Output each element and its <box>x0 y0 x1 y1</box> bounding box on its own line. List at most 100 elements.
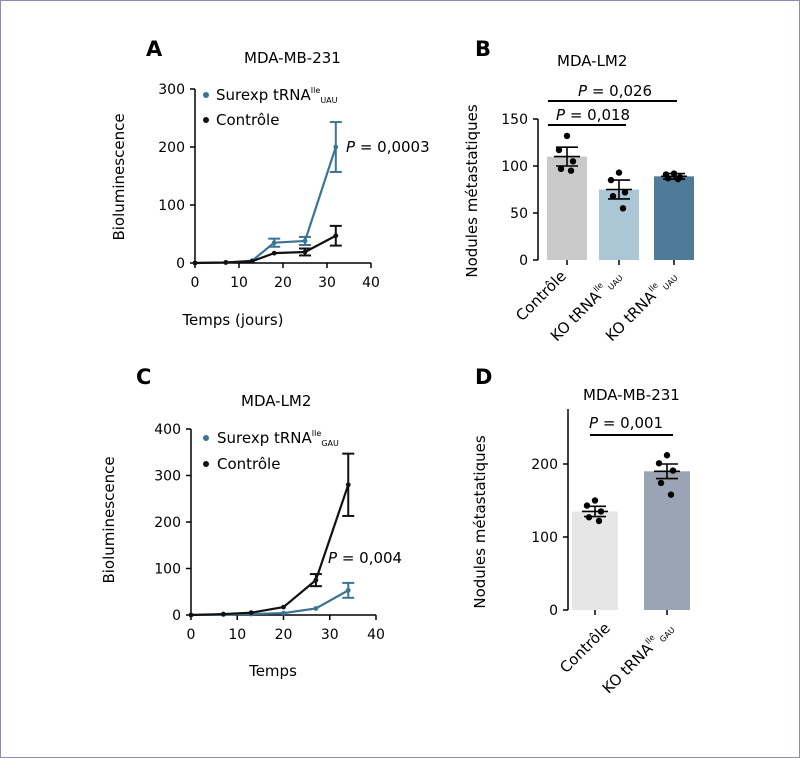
data-point <box>192 260 198 266</box>
data-point <box>585 514 593 521</box>
panel-b: B MDA-LM2 0 50 100 150 Nodules métastatique… <box>463 37 694 345</box>
panel-letter-d: D <box>475 365 492 389</box>
panel-b-ylabel: Nodules métastatiques <box>463 104 481 278</box>
panel-c-ylabel: Bioluminescence <box>100 456 118 583</box>
bar-1 <box>599 189 639 260</box>
y-tick-label: 300 <box>154 469 181 485</box>
y-tick-label: 0 <box>549 603 558 619</box>
legend-label-controle: Contrôle <box>216 111 279 129</box>
panel-a-ylabel: Bioluminescence <box>110 113 128 240</box>
data-point <box>569 158 577 165</box>
bar-2 <box>654 176 694 260</box>
data-point <box>188 612 194 618</box>
panel-a: A MDA-MB-231 0 10 20 30 40 0 100 200 300 Surexp … <box>110 37 430 329</box>
data-point <box>657 479 665 487</box>
data-point <box>333 233 339 239</box>
y-tick-label: 400 <box>154 422 181 438</box>
series-line-0 <box>194 146 337 265</box>
panel-b-bracket-018: P = 0,018 <box>548 106 630 126</box>
data-point <box>281 610 286 616</box>
y-tick-label: 50 <box>510 206 528 222</box>
x-tick-label: 0 <box>187 627 196 643</box>
data-point <box>333 144 339 150</box>
x-tick-label: 10 <box>228 627 246 643</box>
panel-a-pvalue: P = 0,0003 <box>346 138 430 156</box>
panel-a-title: MDA-MB-231 <box>244 49 341 67</box>
panel-d-pvalue-001: P = 0,001 <box>589 414 663 432</box>
data-point <box>313 606 319 611</box>
x-tick-label: 20 <box>274 275 292 291</box>
x-tick-label: 10 <box>230 275 248 291</box>
data-point <box>223 260 229 265</box>
panel-a-plot <box>192 121 342 266</box>
panel-d-axes: 0 100 200 <box>531 409 668 619</box>
data-point <box>607 176 615 184</box>
legend-marker-surexp <box>203 435 209 441</box>
data-point <box>583 502 591 509</box>
series-line-0 <box>190 589 349 617</box>
y-tick-label: 100 <box>158 198 185 214</box>
y-tick-label: 200 <box>158 140 185 156</box>
data-point <box>555 146 563 154</box>
y-tick-label: 0 <box>519 253 528 269</box>
panel-a-legend: Surexp tRNAIleUAU Contrôle <box>203 86 338 129</box>
data-point <box>249 258 255 264</box>
data-point <box>271 240 277 246</box>
series-line-1 <box>190 484 350 617</box>
legend-marker-controle <box>203 117 209 123</box>
data-point <box>667 491 675 498</box>
x-tick-label: 30 <box>318 275 336 291</box>
bar-0 <box>572 511 618 610</box>
panel-d-category-label-0: Contrôle <box>556 619 614 677</box>
panel-a-axes: 0 10 20 30 40 0 100 200 300 <box>158 82 380 291</box>
x-tick-label: 20 <box>275 627 293 643</box>
panel-letter-b: B <box>475 37 491 61</box>
bar-1 <box>644 471 690 610</box>
y-tick-label: 300 <box>158 82 185 98</box>
panel-letter-c: C <box>136 365 151 389</box>
panel-d-plot <box>572 452 690 610</box>
data-point <box>655 460 663 467</box>
y-tick-label: 200 <box>531 457 558 473</box>
panel-d: D MDA-MB-231 0 100 200 Nodules métastatiqu… <box>471 365 690 697</box>
panel-b-title: MDA-LM2 <box>557 52 627 70</box>
y-tick-label: 100 <box>531 530 558 546</box>
panel-c-pvalue: P = 0,004 <box>328 549 402 567</box>
panel-b-pvalue-026: P = 0,026 <box>578 82 652 100</box>
panel-d-bracket-001: P = 0,001 <box>589 414 673 436</box>
panel-c-title: MDA-LM2 <box>241 392 311 410</box>
data-point <box>345 482 351 488</box>
panel-a-xlabel: Temps (jours) <box>181 311 283 329</box>
panel-b-pvalue-018: P = 0,018 <box>556 106 630 124</box>
data-point <box>664 175 672 182</box>
data-point <box>248 610 254 616</box>
y-tick-label: 100 <box>501 159 528 175</box>
data-point <box>271 250 277 256</box>
y-tick-label: 0 <box>172 608 181 624</box>
data-point <box>621 189 629 196</box>
legend-marker-surexp <box>203 92 209 98</box>
panel-d-title: MDA-MB-231 <box>583 386 680 404</box>
data-point <box>597 508 605 515</box>
data-point <box>281 604 286 610</box>
data-point <box>609 192 617 200</box>
data-point <box>619 205 627 212</box>
panel-c-legend: Surexp tRNAIleGAU Contrôle <box>203 429 339 473</box>
data-point <box>313 577 319 583</box>
legend-label-surexp: Surexp tRNAIleUAU <box>216 86 338 105</box>
panel-b-axes: 0 50 100 150 <box>501 112 675 269</box>
y-tick-label: 100 <box>154 562 181 578</box>
panel-b-plot <box>547 132 694 260</box>
data-point <box>302 249 308 255</box>
panel-letter-a: A <box>146 37 163 61</box>
data-point <box>669 467 677 474</box>
x-tick-label: 30 <box>321 627 339 643</box>
data-point <box>302 238 308 244</box>
data-point <box>615 169 623 176</box>
y-tick-label: 200 <box>154 515 181 531</box>
data-point <box>567 167 575 174</box>
